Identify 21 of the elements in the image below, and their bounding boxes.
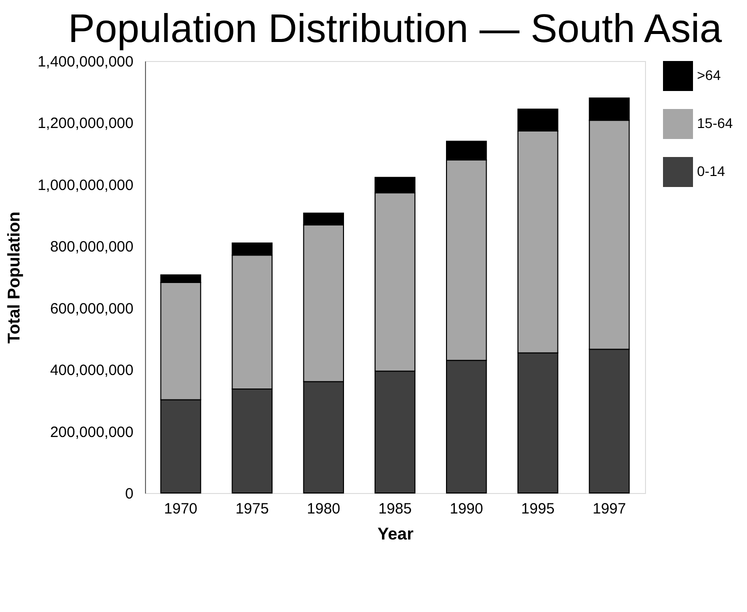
y-tick-label: 600,000,000 (50, 300, 134, 318)
x-tick-label: 1990 (450, 500, 484, 518)
x-tick-label: 1995 (521, 500, 555, 518)
x-tick-label: 1970 (164, 500, 198, 518)
y-axis-title: Total Population (4, 212, 24, 344)
y-tick-label: 1,000,000,000 (38, 176, 134, 194)
legend-label: 0-14 (697, 163, 726, 179)
x-tick-label: 1997 (592, 500, 626, 518)
x-tick-label: 1975 (235, 500, 269, 518)
legend-label: 15-64 (697, 115, 734, 131)
x-tick-label: 1985 (378, 500, 412, 518)
y-tick-label: 200,000,000 (50, 424, 134, 441)
chart-title: Population Distribution — South Asia (68, 7, 723, 51)
y-tick-label: 400,000,000 (50, 362, 134, 380)
y-tick-label: 1,200,000,000 (38, 115, 134, 132)
legend-label: >64 (697, 67, 721, 83)
y-tick-label: 800,000,000 (50, 238, 134, 256)
y-tick-label: 0 (125, 486, 134, 502)
y-tick-label: 1,400,000,000 (38, 54, 134, 70)
x-tick-label: 1980 (306, 500, 340, 518)
x-axis-title: Year (378, 524, 414, 544)
